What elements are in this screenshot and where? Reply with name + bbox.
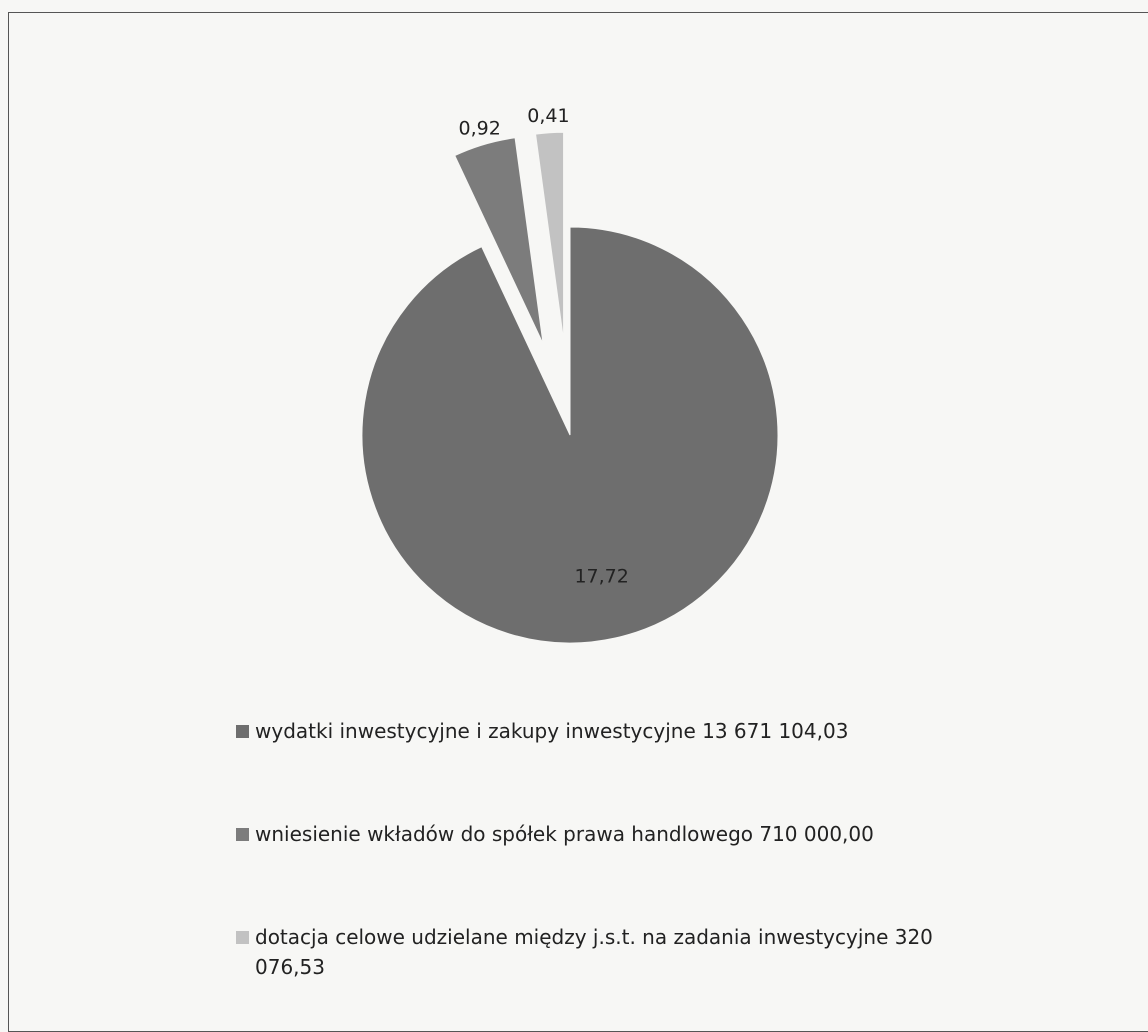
legend-key (236, 725, 249, 738)
legend: wydatki inwestycyjne i zakupy inwestycyj… (236, 716, 996, 1025)
data-label: 0,92 (459, 118, 501, 140)
data-label: 0,41 (527, 105, 569, 127)
legend-key (236, 828, 249, 841)
legend-item: wydatki inwestycyjne i zakupy inwestycyj… (236, 716, 996, 819)
pie-slice (534, 131, 565, 341)
legend-label: wydatki inwestycyjne i zakupy inwestycyj… (255, 719, 849, 743)
pie-slice (454, 137, 544, 345)
legend-key (236, 931, 249, 944)
legend-item: wniesienie wkładów do spółek prawa handl… (236, 819, 996, 922)
pie-slice (361, 226, 779, 644)
legend-label: wniesienie wkładów do spółek prawa handl… (255, 822, 874, 846)
legend-item: dotacja celowe udzielane między j.s.t. n… (236, 922, 996, 1025)
legend-label: dotacja celowe udzielane między j.s.t. n… (255, 925, 933, 979)
data-label: 17,72 (574, 566, 628, 588)
